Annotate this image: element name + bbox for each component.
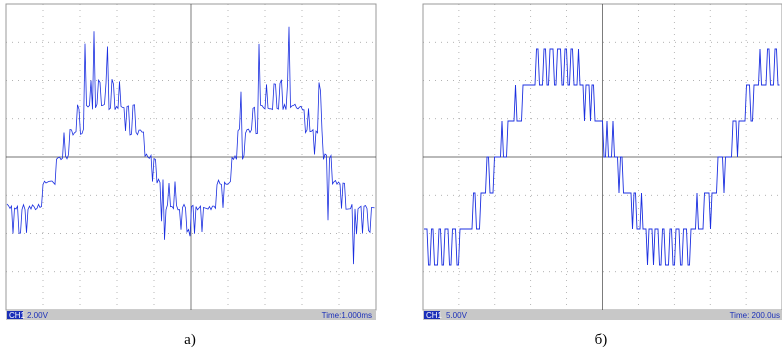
scope-b: CH1 5.00V Time: 200.0us б) (423, 4, 782, 348)
status-bar (423, 310, 782, 320)
status-bar (6, 310, 376, 320)
channel: CH1 (426, 311, 443, 320)
scope-a: CH1 2.00V Time:1.000ms а) (6, 4, 376, 348)
time: Time:1.000ms (322, 311, 372, 320)
caption: б) (595, 332, 608, 348)
figure: CH1 2.00V Time:1.000ms а) CH1 5.00V Time… (0, 0, 782, 350)
time: Time: 200.0us (730, 311, 780, 320)
caption: а) (184, 332, 196, 348)
scale: 5.00V (446, 311, 468, 320)
scale: 2.00V (27, 311, 49, 320)
channel: CH1 (9, 311, 26, 320)
